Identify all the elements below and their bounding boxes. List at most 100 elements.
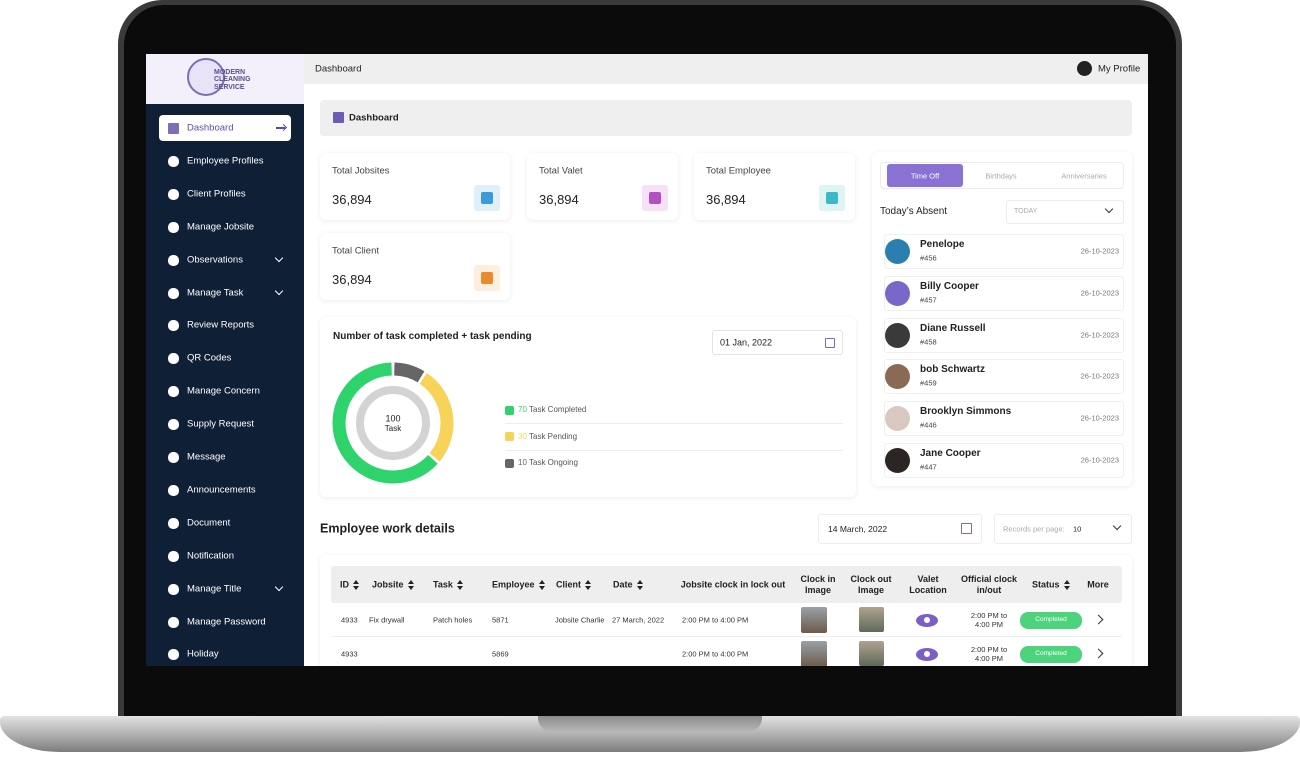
sidebar-item[interactable]: Manage Jobsite bbox=[187, 220, 255, 232]
date-picker[interactable] bbox=[818, 514, 982, 544]
sidebar-item[interactable]: Review Reports bbox=[187, 319, 255, 331]
logo-text: MODERN CLEANING SERVICE bbox=[214, 68, 251, 91]
table-cell: 2:00 PM to 4:00 PM bbox=[682, 615, 749, 625]
profile-link[interactable]: My Profile bbox=[1098, 63, 1141, 75]
column-header[interactable]: Task bbox=[433, 579, 453, 590]
avatar bbox=[885, 406, 910, 432]
sidebar-item[interactable]: Notification bbox=[187, 549, 234, 561]
column-header[interactable]: Jobsite bbox=[372, 579, 404, 590]
sidebar-item[interactable]: Manage Concern bbox=[187, 385, 260, 397]
avatar bbox=[885, 280, 910, 306]
column-header: Jobsite clock in lock out bbox=[680, 579, 786, 590]
column-header[interactable]: Date bbox=[613, 579, 633, 590]
absent-row bbox=[884, 317, 1124, 353]
sort-icon bbox=[457, 586, 463, 590]
absent-date: 26-10-2023 bbox=[1080, 371, 1119, 381]
absent-date: 26-10-2023 bbox=[1080, 330, 1119, 340]
table-cell: Fix drywall bbox=[369, 615, 405, 625]
sort-icon bbox=[1064, 580, 1070, 584]
date-text: 01 Jan, 2022 bbox=[720, 337, 773, 348]
dashboard-icon bbox=[333, 112, 344, 123]
center-total: 100 bbox=[385, 413, 401, 424]
absent-panel bbox=[872, 152, 1132, 486]
records-select[interactable] bbox=[994, 514, 1132, 544]
legend-label: Task Ongoing bbox=[529, 458, 578, 468]
sidebar-icon bbox=[168, 254, 179, 266]
table-cell: 2:00 PM to 4:00 PM bbox=[970, 645, 1008, 663]
status-pill bbox=[1020, 612, 1082, 629]
center-label: Task bbox=[384, 424, 402, 434]
sort-icon bbox=[585, 586, 591, 590]
sidebar-icon bbox=[168, 484, 179, 496]
clock-in-image bbox=[801, 641, 827, 666]
sort-icon bbox=[408, 580, 414, 584]
sidebar-icon bbox=[168, 221, 179, 233]
sort-icon bbox=[1064, 586, 1070, 590]
absent-row bbox=[884, 234, 1124, 269]
stat-icon bbox=[826, 192, 838, 204]
absent-row bbox=[884, 401, 1124, 437]
laptop-notch bbox=[538, 716, 762, 732]
chart-title: Number of task completed + task pending bbox=[333, 331, 532, 342]
tab-active[interactable] bbox=[887, 164, 963, 187]
sidebar-item[interactable]: Employee Profiles bbox=[187, 155, 264, 167]
column-header[interactable]: Client bbox=[556, 579, 582, 590]
sort-icon bbox=[637, 586, 643, 590]
person-name: Penelope bbox=[920, 239, 965, 250]
logo-mark bbox=[187, 58, 225, 96]
sidebar-item[interactable]: Manage Task bbox=[187, 286, 244, 298]
date-picker[interactable] bbox=[712, 330, 843, 355]
person-id: #458 bbox=[920, 337, 937, 347]
donut-segment bbox=[332, 362, 438, 484]
column-header[interactable]: Status bbox=[1032, 579, 1060, 590]
top-bar bbox=[304, 54, 1148, 84]
table-cell: 2:00 PM to 4:00 PM bbox=[970, 611, 1008, 629]
filter-dropdown[interactable] bbox=[1006, 200, 1124, 224]
absent-date: 26-10-2023 bbox=[1080, 413, 1119, 423]
sidebar-item[interactable]: Announcements bbox=[187, 484, 256, 496]
date-text: 14 March, 2022 bbox=[828, 523, 888, 534]
stat-value: 36,894 bbox=[332, 192, 372, 208]
sidebar-item[interactable]: Holiday bbox=[187, 648, 219, 660]
sidebar-item[interactable]: Manage Password bbox=[187, 615, 266, 627]
screen: MODERN CLEANING SERVICE Dashboard Employee… bbox=[146, 54, 1148, 666]
legend-swatch bbox=[505, 458, 514, 468]
legend-value: 70 bbox=[518, 405, 527, 415]
person-name: Billy Cooper bbox=[920, 280, 979, 292]
tab[interactable]: Birthdays bbox=[985, 171, 1017, 181]
profile-icon[interactable] bbox=[1077, 61, 1092, 76]
sidebar-item[interactable]: Manage Title bbox=[187, 582, 242, 594]
sidebar-icon bbox=[168, 287, 179, 299]
sidebar-item[interactable]: Client Profiles bbox=[187, 188, 246, 200]
absent-date: 26-10-2023 bbox=[1080, 246, 1119, 256]
sort-icon bbox=[353, 580, 359, 584]
sort-icon bbox=[408, 586, 414, 590]
stat-value: 36,894 bbox=[539, 192, 579, 208]
person-id: #447 bbox=[920, 462, 937, 472]
sidebar-item-active[interactable] bbox=[159, 115, 291, 141]
sidebar-icon bbox=[168, 550, 179, 562]
column-header[interactable]: Employee bbox=[492, 579, 535, 590]
sidebar-icon bbox=[168, 188, 179, 200]
table-cell: Patch holes bbox=[433, 615, 473, 625]
tab[interactable]: Anniversaries bbox=[1061, 171, 1107, 181]
tab[interactable]: Time Off bbox=[910, 171, 940, 181]
donut-chart bbox=[332, 362, 454, 484]
sidebar-item[interactable]: Observations bbox=[187, 253, 243, 265]
breadcrumb-text: Dashboard bbox=[349, 112, 399, 124]
tabs bbox=[880, 162, 1124, 189]
sidebar-item[interactable]: QR Codes bbox=[187, 352, 232, 364]
sidebar-item[interactable]: Supply Request bbox=[187, 418, 255, 430]
sidebar-item[interactable]: Dashboard bbox=[187, 122, 234, 134]
sidebar-item[interactable]: Message bbox=[187, 451, 226, 463]
donut-segment bbox=[393, 362, 425, 383]
records-label: Records per page: bbox=[1003, 524, 1065, 534]
row-divider bbox=[331, 636, 1122, 637]
sidebar-item[interactable]: Document bbox=[187, 517, 231, 529]
sidebar-icon bbox=[168, 419, 179, 431]
absent-date: 26-10-2023 bbox=[1080, 455, 1119, 465]
column-header[interactable]: ID bbox=[340, 579, 349, 590]
table-cell: 4933 bbox=[341, 649, 358, 659]
avatar bbox=[885, 322, 910, 348]
person-id: #459 bbox=[920, 378, 937, 388]
